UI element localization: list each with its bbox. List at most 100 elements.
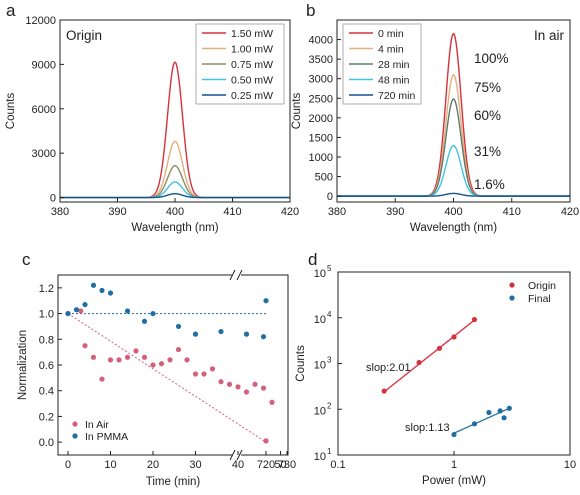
y-tick-exponent: 5	[327, 264, 332, 273]
x-tick-label: 10	[104, 459, 116, 471]
data-point-air	[90, 354, 97, 360]
data-point-final	[471, 421, 478, 427]
data-point-air	[209, 366, 216, 372]
percent-label-2: 60%	[474, 108, 501, 123]
y-tick-exponent: 2	[327, 401, 332, 410]
x-tick-label: 50	[274, 459, 286, 471]
y-axis-label: Counts	[5, 93, 17, 130]
percent-label-0: 100%	[474, 51, 509, 66]
legend-marker-1	[509, 295, 515, 301]
legend-label-0: In Air	[85, 419, 109, 431]
spectrum-line-2	[337, 98, 570, 197]
y-tick-base: 10	[314, 405, 326, 417]
data-point-pmma	[141, 318, 148, 324]
y-tick-label: 3500	[309, 54, 333, 66]
y-tick-label: 0.8	[39, 334, 54, 346]
spectrum-line-3	[60, 181, 290, 199]
legend-label-4: 0.25 mW	[231, 90, 273, 102]
data-point-final	[501, 415, 507, 421]
x-axis-label: Time (min)	[146, 476, 201, 488]
data-point-origin	[471, 316, 478, 323]
data-point-final	[486, 409, 492, 416]
legend-label-4: 720 min	[378, 90, 416, 102]
data-point-final	[497, 408, 503, 414]
y-tick-label: 2500	[309, 93, 333, 105]
legend-label-2: 0.75 mW	[231, 59, 273, 71]
x-tick-label: 730	[278, 459, 296, 471]
data-point-origin	[381, 388, 387, 394]
y-tick-label: 6000	[32, 104, 56, 116]
y-tick-label: 12000	[25, 15, 56, 27]
data-point-pmma	[218, 328, 224, 335]
y-tick-label: 3000	[32, 148, 56, 160]
y-axis-label: Counts	[291, 93, 303, 130]
x-axis-label: Power (mW)	[422, 475, 486, 487]
data-point-pmma	[107, 290, 114, 296]
data-point-pmma	[124, 308, 131, 314]
legend-label-1: 4 min	[378, 44, 404, 56]
data-point-air	[201, 371, 207, 377]
data-point-pmma	[260, 334, 267, 340]
spectrum-line-4	[337, 192, 570, 197]
x-tick-label: 20	[147, 459, 159, 471]
data-point-air	[133, 348, 139, 354]
legend-label-1: 1.00 mW	[231, 44, 273, 56]
data-point-air	[218, 379, 224, 385]
x-tick-label: 420	[281, 206, 299, 218]
x-tick-label: 420	[561, 206, 579, 218]
axis-break-mark	[236, 449, 243, 461]
y-tick-label: 1500	[309, 132, 333, 144]
data-point-pmma	[73, 307, 80, 313]
y-tick-label: 0	[50, 193, 56, 205]
x-tick-label: 400	[166, 206, 184, 218]
y-axis-label: Counts	[295, 345, 307, 382]
x-tick-label: 10	[564, 459, 576, 471]
data-point-air	[192, 371, 199, 377]
x-axis-label: Wavelength (nm)	[410, 222, 497, 234]
data-point-air	[243, 389, 250, 395]
data-point-final	[506, 405, 512, 411]
legend-label-0: 1.50 mW	[231, 28, 273, 40]
legend-label-2: 28 min	[378, 59, 410, 71]
panel-b-chart: 380 390 400 410 420 0 500 1000 1500 2000 2500 3000 3…	[291, 19, 579, 234]
x-tick-label: 380	[328, 206, 346, 218]
legend-label-1: Final	[528, 293, 551, 305]
x-tick-label: 0	[65, 459, 71, 471]
data-point-air	[235, 384, 241, 390]
data-point-pmma	[263, 298, 269, 304]
x-tick-label: 0.1	[330, 459, 345, 471]
data-point-final	[451, 431, 457, 438]
legend-label-0: 0 min	[378, 28, 404, 40]
data-point-origin	[451, 334, 457, 340]
y-tick-exponent: 1	[327, 447, 332, 456]
axis-break-mark	[236, 269, 243, 281]
y-tick-base: 10	[314, 314, 326, 326]
y-axis-label: Normalization	[17, 330, 29, 400]
data-point-air	[269, 399, 275, 405]
y-tick-label: 0	[327, 191, 333, 203]
x-tick-label: 30	[189, 459, 201, 471]
x-tick-label: 410	[503, 206, 521, 218]
y-tick-base: 10	[314, 451, 326, 463]
data-point-origin	[436, 345, 443, 351]
y-tick-label: 1000	[309, 152, 333, 164]
legend-marker-1	[72, 433, 78, 439]
panel-label-c: c	[22, 250, 31, 269]
percent-label-1: 75%	[474, 80, 501, 95]
legend-marker-0	[509, 282, 515, 288]
x-tick-label: 390	[386, 206, 404, 218]
y-tick-label: 0.0	[39, 437, 54, 449]
y-tick-base: 10	[314, 268, 326, 280]
spectrum-line-4	[60, 193, 290, 199]
y-tick-label: 500	[315, 172, 333, 184]
axis-break-mark	[229, 449, 236, 461]
data-point-air	[82, 343, 88, 349]
legend-marker-0	[72, 421, 78, 427]
percent-label-4: 1.6%	[474, 177, 505, 192]
data-point-air	[150, 362, 156, 368]
data-point-air	[226, 381, 233, 387]
y-tick-label: 4000	[309, 35, 333, 47]
